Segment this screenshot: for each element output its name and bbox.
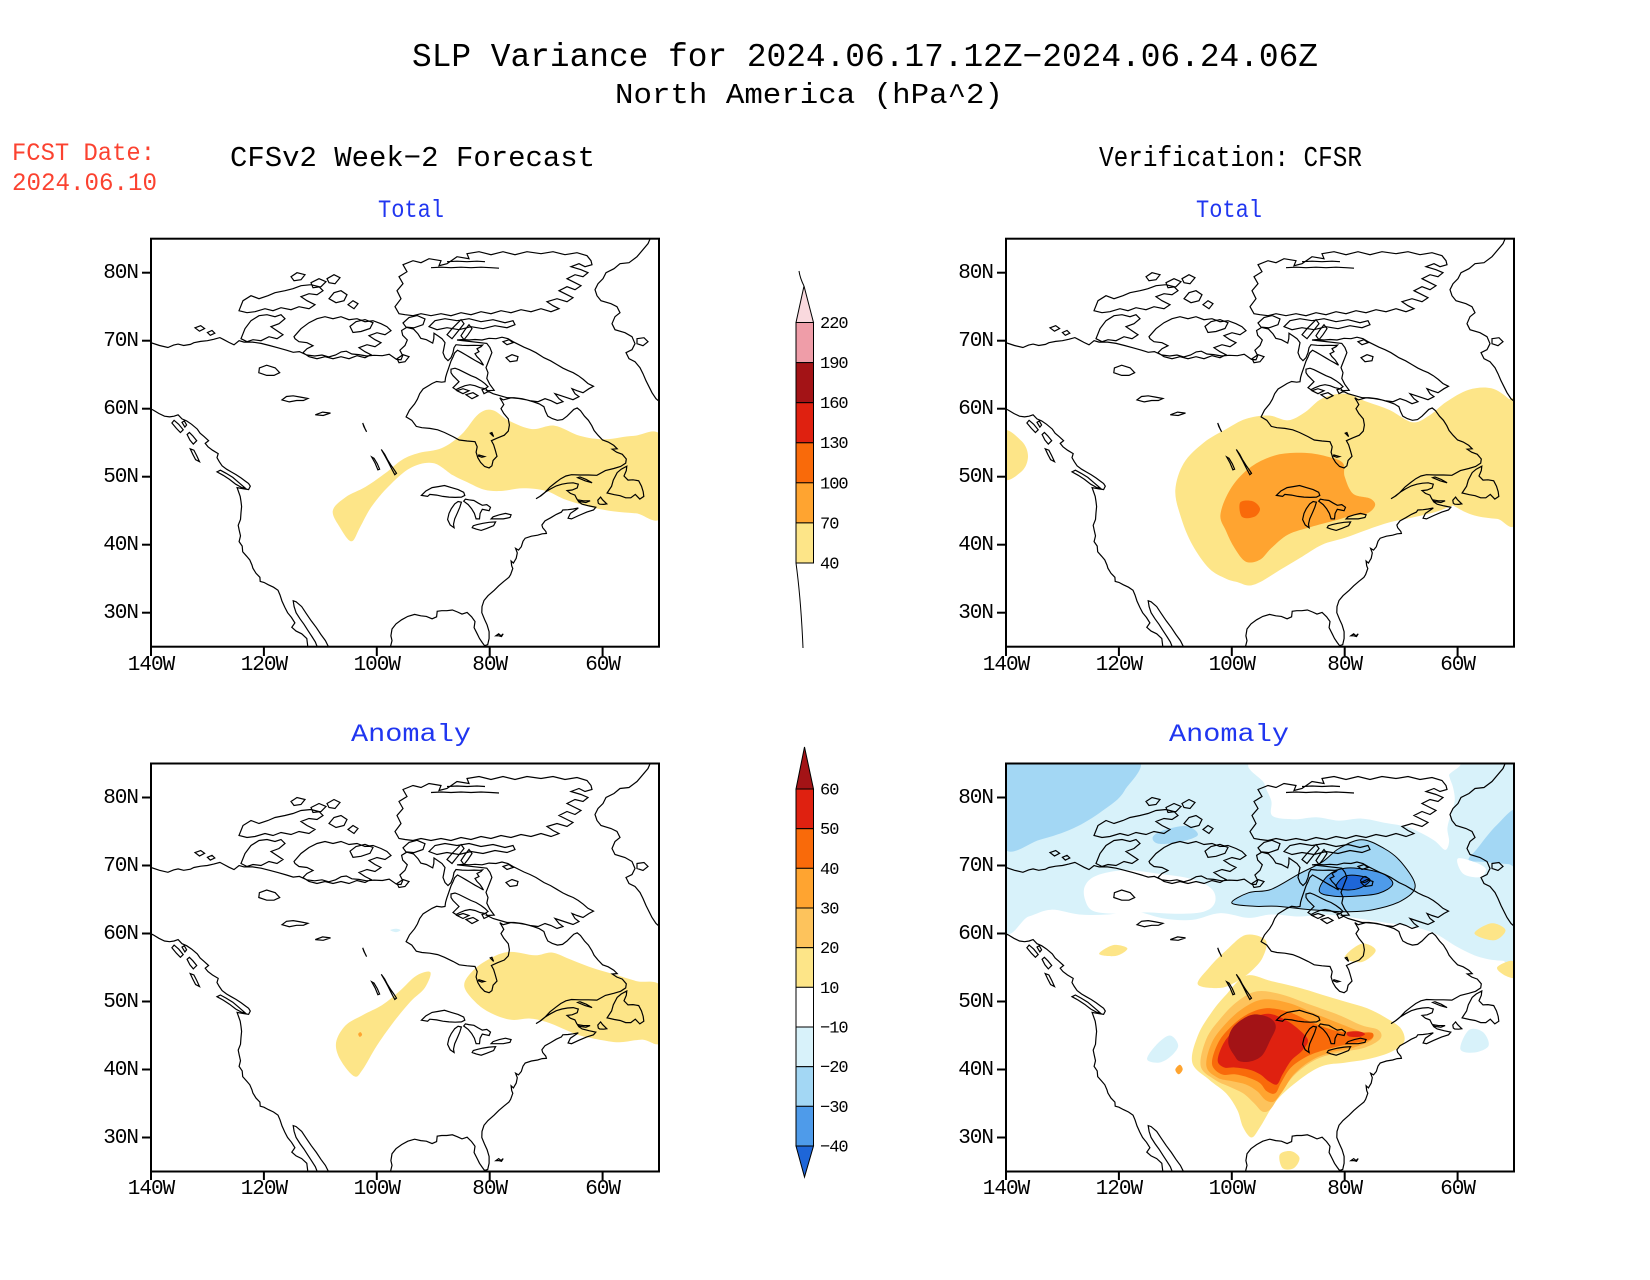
svg-text:140W: 140W: [983, 1178, 1031, 1201]
svg-text:140W: 140W: [128, 1178, 176, 1201]
svg-text:220: 220: [820, 315, 848, 334]
svg-text:80N: 80N: [103, 262, 138, 285]
svg-text:50N: 50N: [103, 466, 138, 489]
svg-text:100W: 100W: [354, 1178, 402, 1201]
svg-text:40N: 40N: [103, 534, 138, 557]
svg-text:160: 160: [820, 395, 848, 414]
svg-text:40: 40: [820, 861, 839, 880]
svg-text:−40: −40: [820, 1139, 848, 1158]
svg-text:60W: 60W: [585, 1178, 621, 1201]
svg-text:50N: 50N: [958, 466, 993, 489]
svg-text:60: 60: [820, 782, 839, 801]
svg-text:120W: 120W: [1096, 1178, 1144, 1201]
svg-text:80W: 80W: [472, 1178, 508, 1201]
svg-text:30N: 30N: [103, 1127, 138, 1150]
svg-text:60N: 60N: [958, 398, 993, 421]
svg-text:2024.06.10: 2024.06.10: [12, 169, 157, 198]
svg-text:Anomaly: Anomaly: [1169, 720, 1289, 749]
svg-text:60W: 60W: [1440, 1178, 1476, 1201]
svg-text:30N: 30N: [103, 602, 138, 625]
svg-text:FCST Date:: FCST Date:: [12, 139, 155, 168]
svg-text:50N: 50N: [103, 991, 138, 1014]
svg-text:Total: Total: [1196, 196, 1262, 225]
svg-text:North America (hPa^2): North America (hPa^2): [615, 79, 1003, 112]
svg-text:100W: 100W: [1209, 654, 1257, 677]
svg-text:140W: 140W: [128, 654, 176, 677]
svg-text:80N: 80N: [103, 787, 138, 810]
svg-text:Anomaly: Anomaly: [351, 720, 471, 749]
svg-text:Verification: CFSR: Verification: CFSR: [1099, 142, 1362, 175]
svg-text:80W: 80W: [1327, 1178, 1363, 1201]
svg-text:80W: 80W: [1327, 654, 1363, 677]
svg-text:80N: 80N: [958, 262, 993, 285]
svg-text:100W: 100W: [1209, 1178, 1257, 1201]
svg-text:100: 100: [820, 475, 848, 494]
svg-text:120W: 120W: [241, 1178, 289, 1201]
svg-text:30N: 30N: [958, 602, 993, 625]
svg-text:130: 130: [820, 435, 848, 454]
svg-text:SLP Variance for 2024.06.17.12: SLP Variance for 2024.06.17.12Z−2024.06.…: [412, 39, 1318, 76]
svg-text:−20: −20: [820, 1059, 848, 1078]
svg-text:60N: 60N: [958, 923, 993, 946]
svg-text:CFSv2 Week−2 Forecast: CFSv2 Week−2 Forecast: [230, 142, 595, 175]
svg-text:60W: 60W: [585, 654, 621, 677]
svg-text:190: 190: [820, 355, 848, 374]
svg-text:−10: −10: [820, 1020, 848, 1039]
svg-text:80W: 80W: [472, 654, 508, 677]
svg-text:−30: −30: [820, 1099, 848, 1118]
svg-text:70N: 70N: [958, 855, 993, 878]
svg-text:60N: 60N: [103, 398, 138, 421]
svg-text:30N: 30N: [958, 1127, 993, 1150]
svg-text:60W: 60W: [1440, 654, 1476, 677]
svg-text:40N: 40N: [103, 1059, 138, 1082]
svg-text:100W: 100W: [354, 654, 402, 677]
svg-text:70N: 70N: [103, 855, 138, 878]
svg-text:50: 50: [820, 821, 839, 840]
svg-text:40: 40: [820, 556, 839, 575]
svg-text:70: 70: [820, 515, 839, 534]
svg-text:20: 20: [820, 940, 839, 959]
svg-text:50N: 50N: [958, 991, 993, 1014]
svg-text:70N: 70N: [103, 330, 138, 353]
svg-text:Total: Total: [378, 196, 444, 225]
svg-text:120W: 120W: [1096, 654, 1144, 677]
svg-text:70N: 70N: [958, 330, 993, 353]
svg-text:120W: 120W: [241, 654, 289, 677]
svg-text:30: 30: [820, 901, 839, 920]
svg-text:140W: 140W: [983, 654, 1031, 677]
svg-text:60N: 60N: [103, 923, 138, 946]
svg-text:10: 10: [820, 980, 839, 999]
svg-text:40N: 40N: [958, 534, 993, 557]
svg-text:40N: 40N: [958, 1059, 993, 1082]
svg-text:80N: 80N: [958, 787, 993, 810]
